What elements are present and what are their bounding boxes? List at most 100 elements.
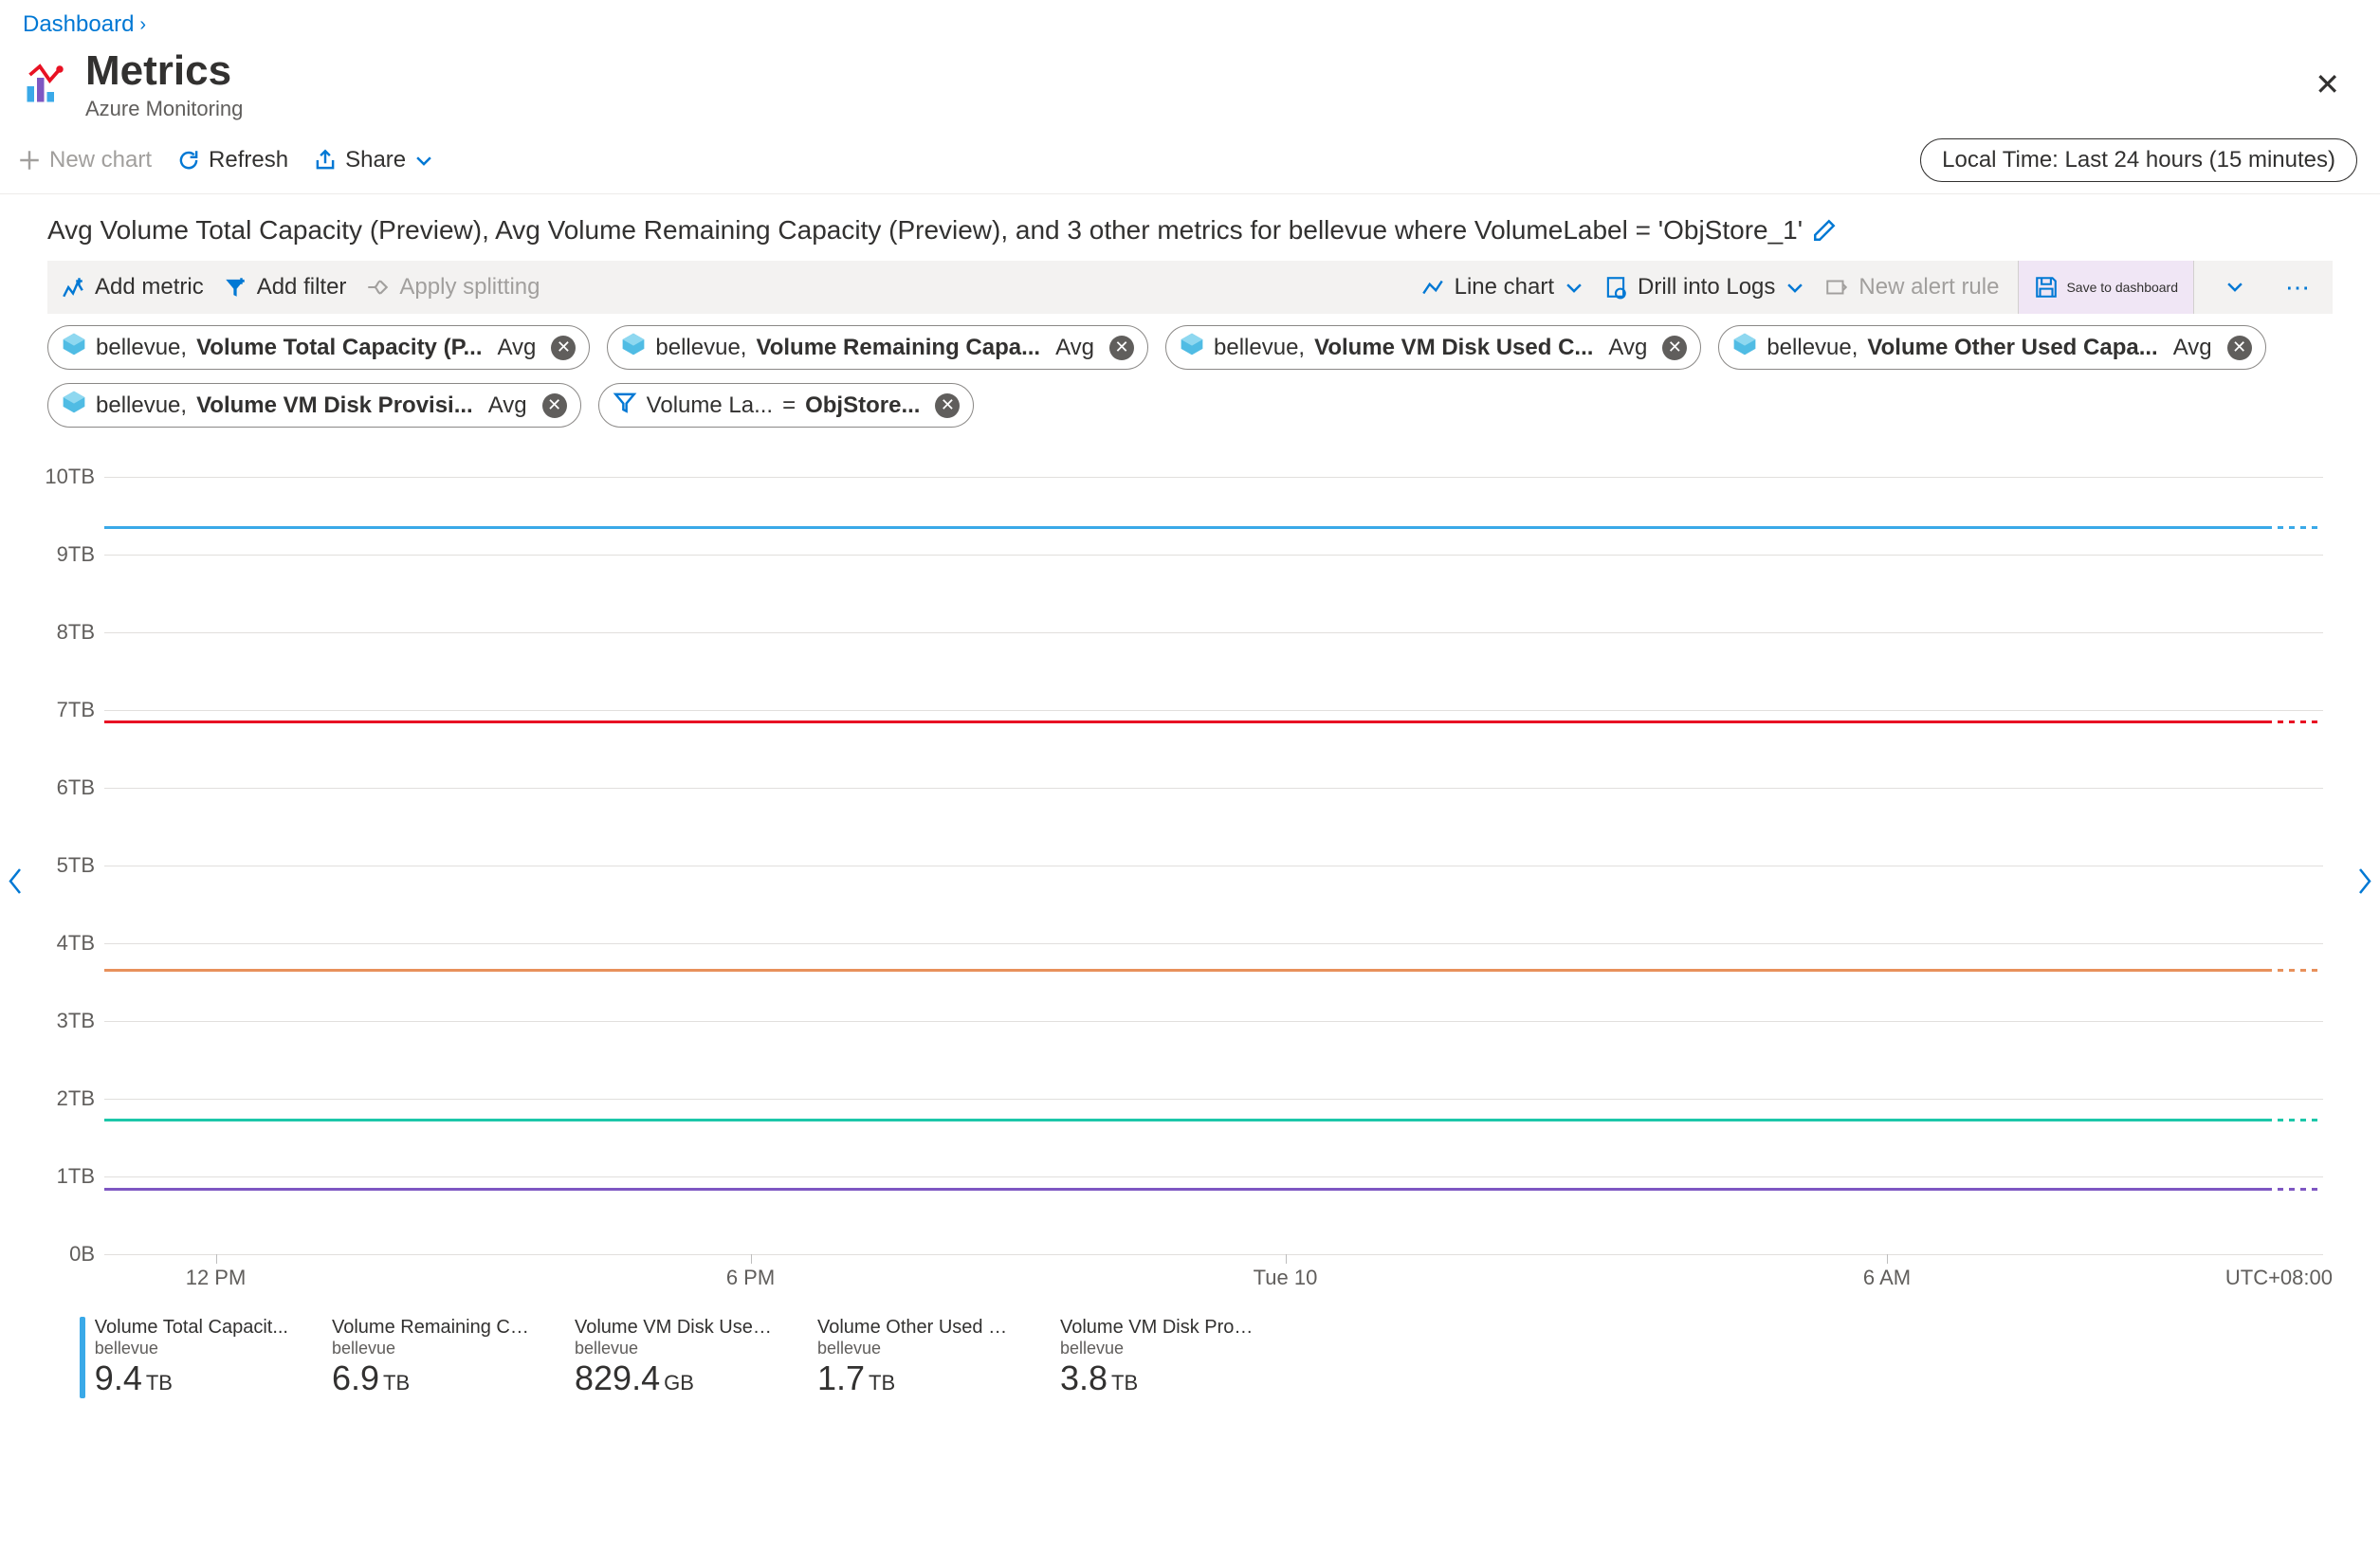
legend-metric-name: Volume VM Disk Used ...: [575, 1317, 774, 1339]
x-tick: [1887, 1254, 1888, 1264]
page-title: Metrics: [85, 47, 243, 95]
metrics-icon: [23, 61, 68, 109]
add-filter-button[interactable]: Add filter: [223, 274, 347, 301]
x-axis-label: Tue 10: [1254, 1266, 1318, 1290]
metric-pill[interactable]: bellevue, Volume Remaining Capa... Avg ✕: [607, 325, 1148, 370]
apply-splitting-label: Apply splitting: [399, 274, 540, 301]
remove-pill-icon[interactable]: ✕: [551, 336, 576, 360]
metric-pill[interactable]: bellevue, Volume VM Disk Provisi... Avg …: [47, 383, 581, 428]
series-line: [104, 720, 2266, 723]
add-metric-label: Add metric: [95, 274, 204, 301]
resource-icon: [1732, 332, 1757, 363]
chart-grid[interactable]: 0B1TB2TB3TB4TB5TB6TB7TB8TB9TB10TB: [104, 477, 2323, 1254]
more-actions-button[interactable]: ⋯: [2276, 273, 2319, 302]
page-header: Metrics Azure Monitoring ✕: [0, 44, 2380, 131]
gridline: [104, 943, 2323, 944]
pill-metric: Volume Total Capacity (P...: [196, 335, 482, 361]
filter-pill[interactable]: Volume La... = ObjStore... ✕: [598, 383, 975, 428]
legend-value: 829.4GB: [575, 1358, 774, 1398]
remove-pill-icon[interactable]: ✕: [1109, 336, 1134, 360]
x-axis-label: 6 AM: [1863, 1266, 1911, 1290]
save-dashboard-dropdown[interactable]: [2213, 276, 2257, 300]
pill-aggregation: Avg: [1055, 335, 1094, 361]
close-icon[interactable]: ✕: [2315, 66, 2357, 102]
x-tick: [1286, 1254, 1287, 1264]
resource-icon: [1180, 332, 1204, 363]
y-axis-label: 9TB: [57, 542, 95, 567]
new-alert-label: New alert rule: [1858, 274, 1999, 301]
series-line: [104, 1188, 2266, 1191]
chart-title-row: Avg Volume Total Capacity (Preview), Avg…: [0, 194, 2380, 261]
timezone-label: UTC+08:00: [2225, 1266, 2333, 1290]
chart-nav-next[interactable]: [2355, 867, 2374, 903]
legend-value: 1.7TB: [817, 1358, 1016, 1398]
pill-metric: Volume VM Disk Used C...: [1314, 335, 1593, 361]
edit-icon[interactable]: [1812, 218, 1837, 243]
line-chart-icon: [1420, 275, 1445, 300]
chart-title: Avg Volume Total Capacity (Preview), Avg…: [47, 215, 1803, 246]
logs-icon: [1603, 275, 1628, 300]
metric-pill[interactable]: bellevue, Volume Total Capacity (P... Av…: [47, 325, 590, 370]
refresh-button[interactable]: Refresh: [176, 147, 288, 173]
metric-pill[interactable]: bellevue, Volume Other Used Capa... Avg …: [1718, 325, 2265, 370]
chevron-right-icon: ›: [139, 14, 146, 36]
chevron-down-icon: [1564, 277, 1584, 298]
refresh-label: Refresh: [209, 147, 288, 173]
resource-icon: [62, 390, 86, 421]
legend-item[interactable]: Volume VM Disk Provi... bellevue 3.8TB: [1051, 1317, 1259, 1398]
time-range-selector[interactable]: Local Time: Last 24 hours (15 minutes): [1920, 138, 2357, 182]
gridline: [104, 555, 2323, 556]
legend-item[interactable]: Volume Total Capacit... bellevue 9.4TB: [80, 1317, 288, 1398]
remove-pill-icon[interactable]: ✕: [1662, 336, 1687, 360]
plus-icon: [17, 148, 42, 173]
chart-nav-prev[interactable]: [6, 867, 25, 903]
drill-logs-button[interactable]: Drill into Logs: [1603, 274, 1805, 301]
chart-xaxis: UTC+08:00 12 PM6 PMTue 106 AM: [104, 1254, 2333, 1292]
y-axis-label: 8TB: [57, 620, 95, 645]
new-chart-label: New chart: [49, 147, 152, 173]
breadcrumb-dashboard[interactable]: Dashboard: [23, 11, 134, 38]
series-line-forecast: [2266, 969, 2323, 972]
share-button[interactable]: Share: [313, 147, 434, 173]
series-line-forecast: [2266, 1119, 2323, 1121]
chevron-down-icon: [1785, 277, 1805, 298]
apply-splitting-button[interactable]: Apply splitting: [365, 274, 540, 301]
remove-pill-icon[interactable]: ✕: [2227, 336, 2252, 360]
pill-aggregation: Avg: [497, 335, 536, 361]
legend-metric-name: Volume Other Used Ca...: [817, 1317, 1016, 1339]
remove-filter-icon[interactable]: ✕: [935, 393, 960, 418]
new-chart-button[interactable]: New chart: [17, 147, 152, 173]
legend-item[interactable]: Volume Other Used Ca... bellevue 1.7TB: [808, 1317, 1016, 1398]
legend-resource-name: bellevue: [332, 1339, 531, 1358]
legend-item[interactable]: Volume Remaining Cap... bellevue 6.9TB: [322, 1317, 531, 1398]
gridline: [104, 788, 2323, 789]
gridline: [104, 1021, 2323, 1022]
filter-icon: [223, 275, 247, 300]
filter-field: Volume La...: [647, 392, 773, 419]
pill-aggregation: Avg: [2173, 335, 2212, 361]
refresh-icon: [176, 148, 201, 173]
legend-item[interactable]: Volume VM Disk Used ... bellevue 829.4GB: [565, 1317, 774, 1398]
breadcrumb: Dashboard ›: [0, 0, 2380, 44]
add-metric-button[interactable]: Add metric: [61, 274, 204, 301]
filter-value: ObjStore...: [805, 392, 920, 419]
legend-resource-name: bellevue: [817, 1339, 1016, 1358]
pill-resource: bellevue,: [96, 335, 187, 361]
remove-pill-icon[interactable]: ✕: [542, 393, 567, 418]
drill-logs-label: Drill into Logs: [1638, 274, 1775, 301]
new-alert-button[interactable]: New alert rule: [1824, 274, 1999, 301]
chart-type-label: Line chart: [1455, 274, 1554, 301]
metric-pill[interactable]: bellevue, Volume VM Disk Used C... Avg ✕: [1165, 325, 1701, 370]
y-axis-label: 7TB: [57, 698, 95, 722]
pill-aggregation: Avg: [1608, 335, 1647, 361]
gridline: [104, 632, 2323, 633]
add-metric-icon: [61, 275, 85, 300]
x-axis-label: 6 PM: [726, 1266, 775, 1290]
y-axis-label: 5TB: [57, 853, 95, 878]
chart-type-selector[interactable]: Line chart: [1420, 274, 1584, 301]
resource-icon: [62, 332, 86, 363]
pill-resource: bellevue,: [1767, 335, 1858, 361]
y-axis-label: 4TB: [57, 931, 95, 956]
save-dashboard-button[interactable]: Save to dashboard: [2018, 261, 2194, 314]
gridline: [104, 477, 2323, 478]
